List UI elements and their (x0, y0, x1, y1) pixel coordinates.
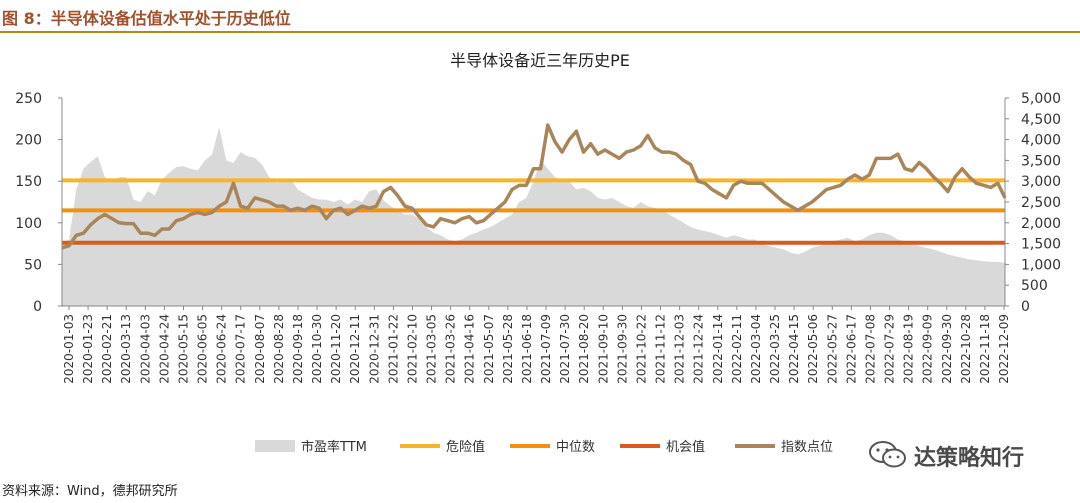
x-tick-label: 2020-05-15 (176, 314, 190, 384)
x-tick-label: 2022-03-25 (768, 314, 782, 384)
x-tick-label: 2020-12-31 (367, 314, 381, 384)
x-tick-label: 2021-06-18 (520, 314, 534, 384)
legend-label: 中位数 (556, 440, 595, 455)
x-tick-label: 2020-11-20 (329, 314, 343, 384)
y-right-tick-label: 0 (1021, 299, 1030, 315)
x-tick-label: 2021-01-22 (386, 314, 400, 384)
x-tick-label: 2021-11-12 (654, 314, 668, 384)
x-tick-label: 2021-03-05 (425, 314, 439, 384)
legend-label: 指数点位 (781, 440, 833, 455)
legend-label: 市盈率TTM (301, 439, 367, 455)
pe-ttm-area (62, 127, 1005, 307)
y-right-tick-label: 2,000 (1021, 216, 1061, 232)
x-tick-label: 2022-02-11 (730, 314, 744, 384)
x-tick-label: 2022-05-27 (825, 314, 839, 384)
x-tick-label: 2021-12-24 (692, 314, 706, 384)
y-left-tick-label: 0 (33, 299, 42, 315)
x-tick-label: 2022-09-30 (940, 314, 954, 384)
x-tick-label: 2022-07-29 (883, 314, 897, 384)
x-tick-label: 2021-12-03 (673, 314, 687, 384)
y-left-tick-label: 150 (15, 174, 42, 190)
x-tick-label: 2021-07-30 (558, 314, 572, 384)
x-tick-label: 2022-01-14 (711, 314, 725, 384)
legend-label: 机会值 (666, 439, 705, 455)
x-tick-label: 2020-10-30 (310, 314, 324, 384)
plot-area (61, 123, 1007, 307)
x-tick-label: 2021-09-30 (615, 314, 629, 384)
watermark: 达策略知行 (868, 438, 1068, 472)
x-tick-label: 2021-09-10 (596, 314, 610, 384)
legend: 市盈率TTM 危险值 中位数 机会值 指数点位 (255, 439, 833, 455)
y-right-tick-label: 2,500 (1021, 195, 1061, 211)
legend-swatch (255, 440, 295, 452)
legend-label: 危险值 (446, 439, 485, 455)
wechat-icon (869, 441, 906, 468)
watermark-text: 达策略知行 (914, 446, 1025, 471)
y-right-tick-label: 5,000 (1021, 91, 1061, 107)
x-tick-label: 2022-08-19 (902, 314, 916, 384)
figure-header: 图 8：半导体设备估值水平处于历史低位 (0, 0, 1080, 33)
pe-chart: 半导体设备近三年历史PE 0 50 100 150 200 250 0 500 1,000 1,5… (15, 51, 1061, 455)
y-left-tick-label: 200 (15, 133, 42, 149)
x-tick-label: 2022-09-09 (921, 314, 935, 384)
index-line (61, 123, 1007, 250)
x-tick-label: 2020-01-03 (62, 314, 76, 384)
x-tick-label: 2022-11-18 (978, 314, 992, 384)
x-tick-label: 2021-04-16 (463, 314, 477, 384)
x-tick-label: 2022-03-04 (749, 314, 763, 384)
y-right-tick-label: 1,500 (1021, 237, 1061, 253)
x-tick-label: 2022-10-28 (959, 314, 973, 384)
y-right-tick-label: 1,000 (1021, 257, 1061, 273)
x-tick-label: 2020-06-24 (215, 314, 229, 384)
axes: 0 50 100 150 200 250 0 500 1,000 1,500 2,000 2,500 3… (15, 91, 1061, 384)
x-tick-label: 2020-08-28 (272, 314, 286, 384)
figure-source: 资料来源：Wind，德邦研究所 (2, 484, 178, 499)
x-tick-label: 2021-05-28 (501, 314, 515, 384)
x-tick-label: 2020-04-24 (157, 314, 171, 384)
x-tick-label: 2021-10-22 (634, 314, 648, 384)
x-tick-label: 2020-02-21 (100, 314, 114, 384)
chart-title: 半导体设备近三年历史PE (450, 51, 630, 70)
y-left-tick-label: 250 (15, 91, 42, 107)
x-tick-label: 2020-09-18 (291, 314, 305, 384)
figure-title: 图 8：半导体设备估值水平处于历史低位 (2, 9, 291, 28)
x-tick-label: 2021-02-10 (405, 314, 419, 384)
x-tick-label: 2020-04-03 (138, 314, 152, 384)
x-tick-label: 2020-03-13 (119, 314, 133, 384)
x-tick-label: 2020-06-05 (196, 314, 210, 384)
x-tick-label: 2020-01-23 (81, 314, 95, 384)
x-tick-label: 2020-12-11 (348, 314, 362, 384)
x-tick-label: 2021-07-09 (539, 314, 553, 384)
x-tick-label: 2021-05-07 (482, 314, 496, 384)
x-tick-label: 2022-04-15 (787, 314, 801, 384)
x-tick-label: 2020-07-17 (234, 314, 248, 384)
y-right-tick-label: 4,000 (1021, 133, 1061, 149)
legend-item: 危险值 (400, 439, 485, 455)
x-tick-label: 2022-05-06 (806, 314, 820, 384)
y-right-tick-label: 3,000 (1021, 174, 1061, 190)
x-tick-label: 2022-06-17 (844, 314, 858, 384)
y-right-tick-label: 500 (1021, 278, 1048, 294)
y-left-tick-label: 100 (15, 216, 42, 232)
y-left-tick-label: 50 (24, 257, 42, 273)
legend-item: 机会值 (620, 439, 705, 455)
legend-item: 市盈率TTM (255, 439, 367, 455)
y-right-tick-label: 4,500 (1021, 112, 1061, 128)
legend-item: 中位数 (510, 440, 595, 455)
y-right-tick-label: 3,500 (1021, 153, 1061, 169)
x-tick-label: 2021-03-26 (444, 314, 458, 384)
x-tick-label: 2020-08-07 (253, 314, 267, 384)
legend-item: 指数点位 (735, 440, 833, 455)
x-tick-label: 2021-08-20 (577, 314, 591, 384)
x-tick-label: 2022-12-09 (997, 314, 1011, 384)
x-tick-label: 2022-07-08 (863, 314, 877, 384)
